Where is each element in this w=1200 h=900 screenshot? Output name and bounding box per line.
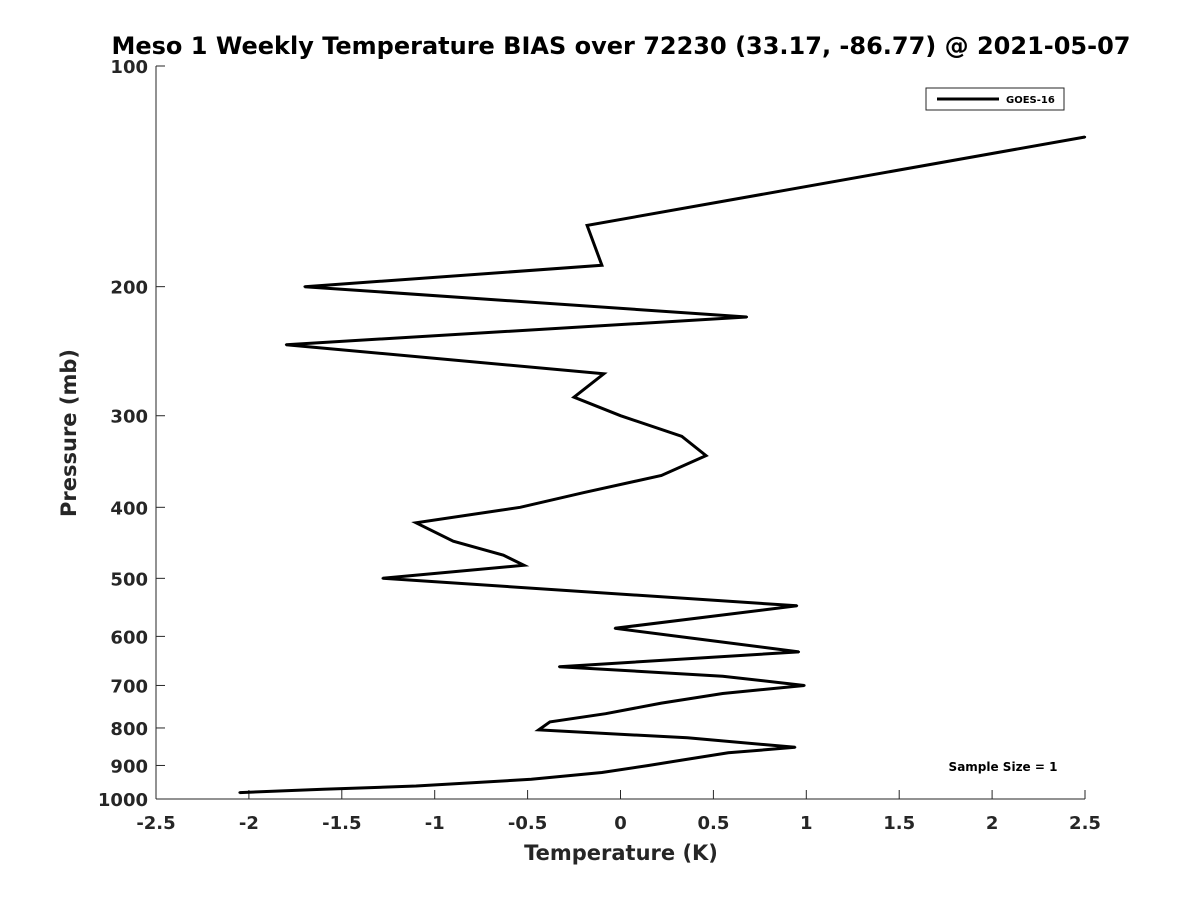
y-tick-label: 600 bbox=[110, 627, 148, 648]
data-point bbox=[647, 764, 650, 767]
x-tick-label: 0.5 bbox=[697, 813, 729, 834]
data-point bbox=[793, 746, 797, 749]
data-point bbox=[745, 315, 749, 319]
plot-area bbox=[155, 66, 1085, 800]
data-point bbox=[537, 728, 540, 732]
y-tick-label: 900 bbox=[110, 756, 148, 777]
x-tick-label: 1.5 bbox=[883, 813, 915, 834]
x-tick-label: -1 bbox=[425, 813, 445, 834]
x-tick-label: -2 bbox=[239, 813, 259, 834]
y-tick-label: 300 bbox=[110, 407, 148, 428]
y-tick-label: 800 bbox=[110, 719, 148, 740]
data-point bbox=[452, 540, 455, 543]
y-tick-label: 100 bbox=[110, 57, 148, 78]
data-point bbox=[522, 564, 526, 567]
data-point bbox=[619, 414, 622, 417]
series-points bbox=[238, 135, 1087, 794]
x-tick-label: 2 bbox=[986, 813, 999, 834]
data-point bbox=[704, 454, 708, 457]
data-point bbox=[548, 720, 552, 724]
data-point bbox=[697, 637, 700, 641]
y-tick-label: 400 bbox=[110, 498, 148, 519]
x-ticks: -2.5 -2 -1.5 -1 -0.5 0 0.5 1 1.5 2 2.5 bbox=[136, 790, 1101, 834]
legend-label: GOES-16 bbox=[1006, 95, 1055, 106]
x-tick-label: -2.5 bbox=[136, 813, 175, 834]
x-tick-label: -0.5 bbox=[508, 813, 547, 834]
y-axis-label: Pressure (mb) bbox=[57, 349, 81, 517]
y-ticks: 100 200 300 400 500 600 700 800 900 1000 bbox=[98, 57, 165, 811]
x-axis-label: Temperature (K) bbox=[524, 841, 718, 865]
data-point bbox=[721, 692, 724, 695]
chart-title: Meso 1 Weekly Temperature BIAS over 7223… bbox=[111, 32, 1130, 60]
data-point bbox=[600, 264, 604, 267]
y-tick-label: 700 bbox=[110, 676, 148, 697]
data-point bbox=[582, 491, 585, 494]
data-point bbox=[602, 372, 605, 376]
x-tick-label: -1.5 bbox=[322, 813, 361, 834]
data-point bbox=[414, 784, 418, 788]
data-point bbox=[660, 701, 663, 705]
data-point bbox=[238, 791, 241, 794]
data-point bbox=[660, 474, 663, 477]
data-point bbox=[518, 506, 522, 509]
x-tick-label: 0 bbox=[614, 813, 627, 834]
data-point bbox=[284, 343, 288, 346]
y-tick-label: 500 bbox=[110, 569, 148, 590]
data-point bbox=[572, 395, 576, 399]
data-point bbox=[557, 665, 561, 668]
y-tick-label: 200 bbox=[110, 278, 148, 299]
data-point bbox=[680, 435, 684, 438]
data-point bbox=[502, 554, 505, 557]
data-point bbox=[322, 788, 325, 791]
y-tick-label: 1000 bbox=[98, 790, 148, 811]
legend: GOES-16 bbox=[925, 87, 1065, 111]
data-point bbox=[721, 675, 724, 678]
data-point bbox=[797, 650, 801, 654]
data-point bbox=[585, 224, 589, 227]
data-point bbox=[727, 751, 730, 755]
x-tick-label: 2.5 bbox=[1069, 813, 1101, 834]
data-point bbox=[530, 778, 533, 781]
data-point bbox=[686, 736, 689, 739]
sample-size-annotation: Sample Size = 1 bbox=[949, 760, 1058, 774]
data-point bbox=[613, 627, 617, 630]
data-point bbox=[381, 577, 384, 580]
data-point bbox=[600, 771, 604, 774]
data-point bbox=[1083, 135, 1087, 139]
data-point bbox=[803, 684, 806, 687]
data-point bbox=[795, 604, 799, 607]
data-point bbox=[303, 285, 306, 288]
data-point bbox=[414, 521, 418, 525]
data-point bbox=[604, 712, 607, 715]
x-tick-label: 1 bbox=[800, 813, 813, 834]
data-point bbox=[680, 758, 684, 762]
series-line-goes-16 bbox=[239, 135, 1086, 795]
